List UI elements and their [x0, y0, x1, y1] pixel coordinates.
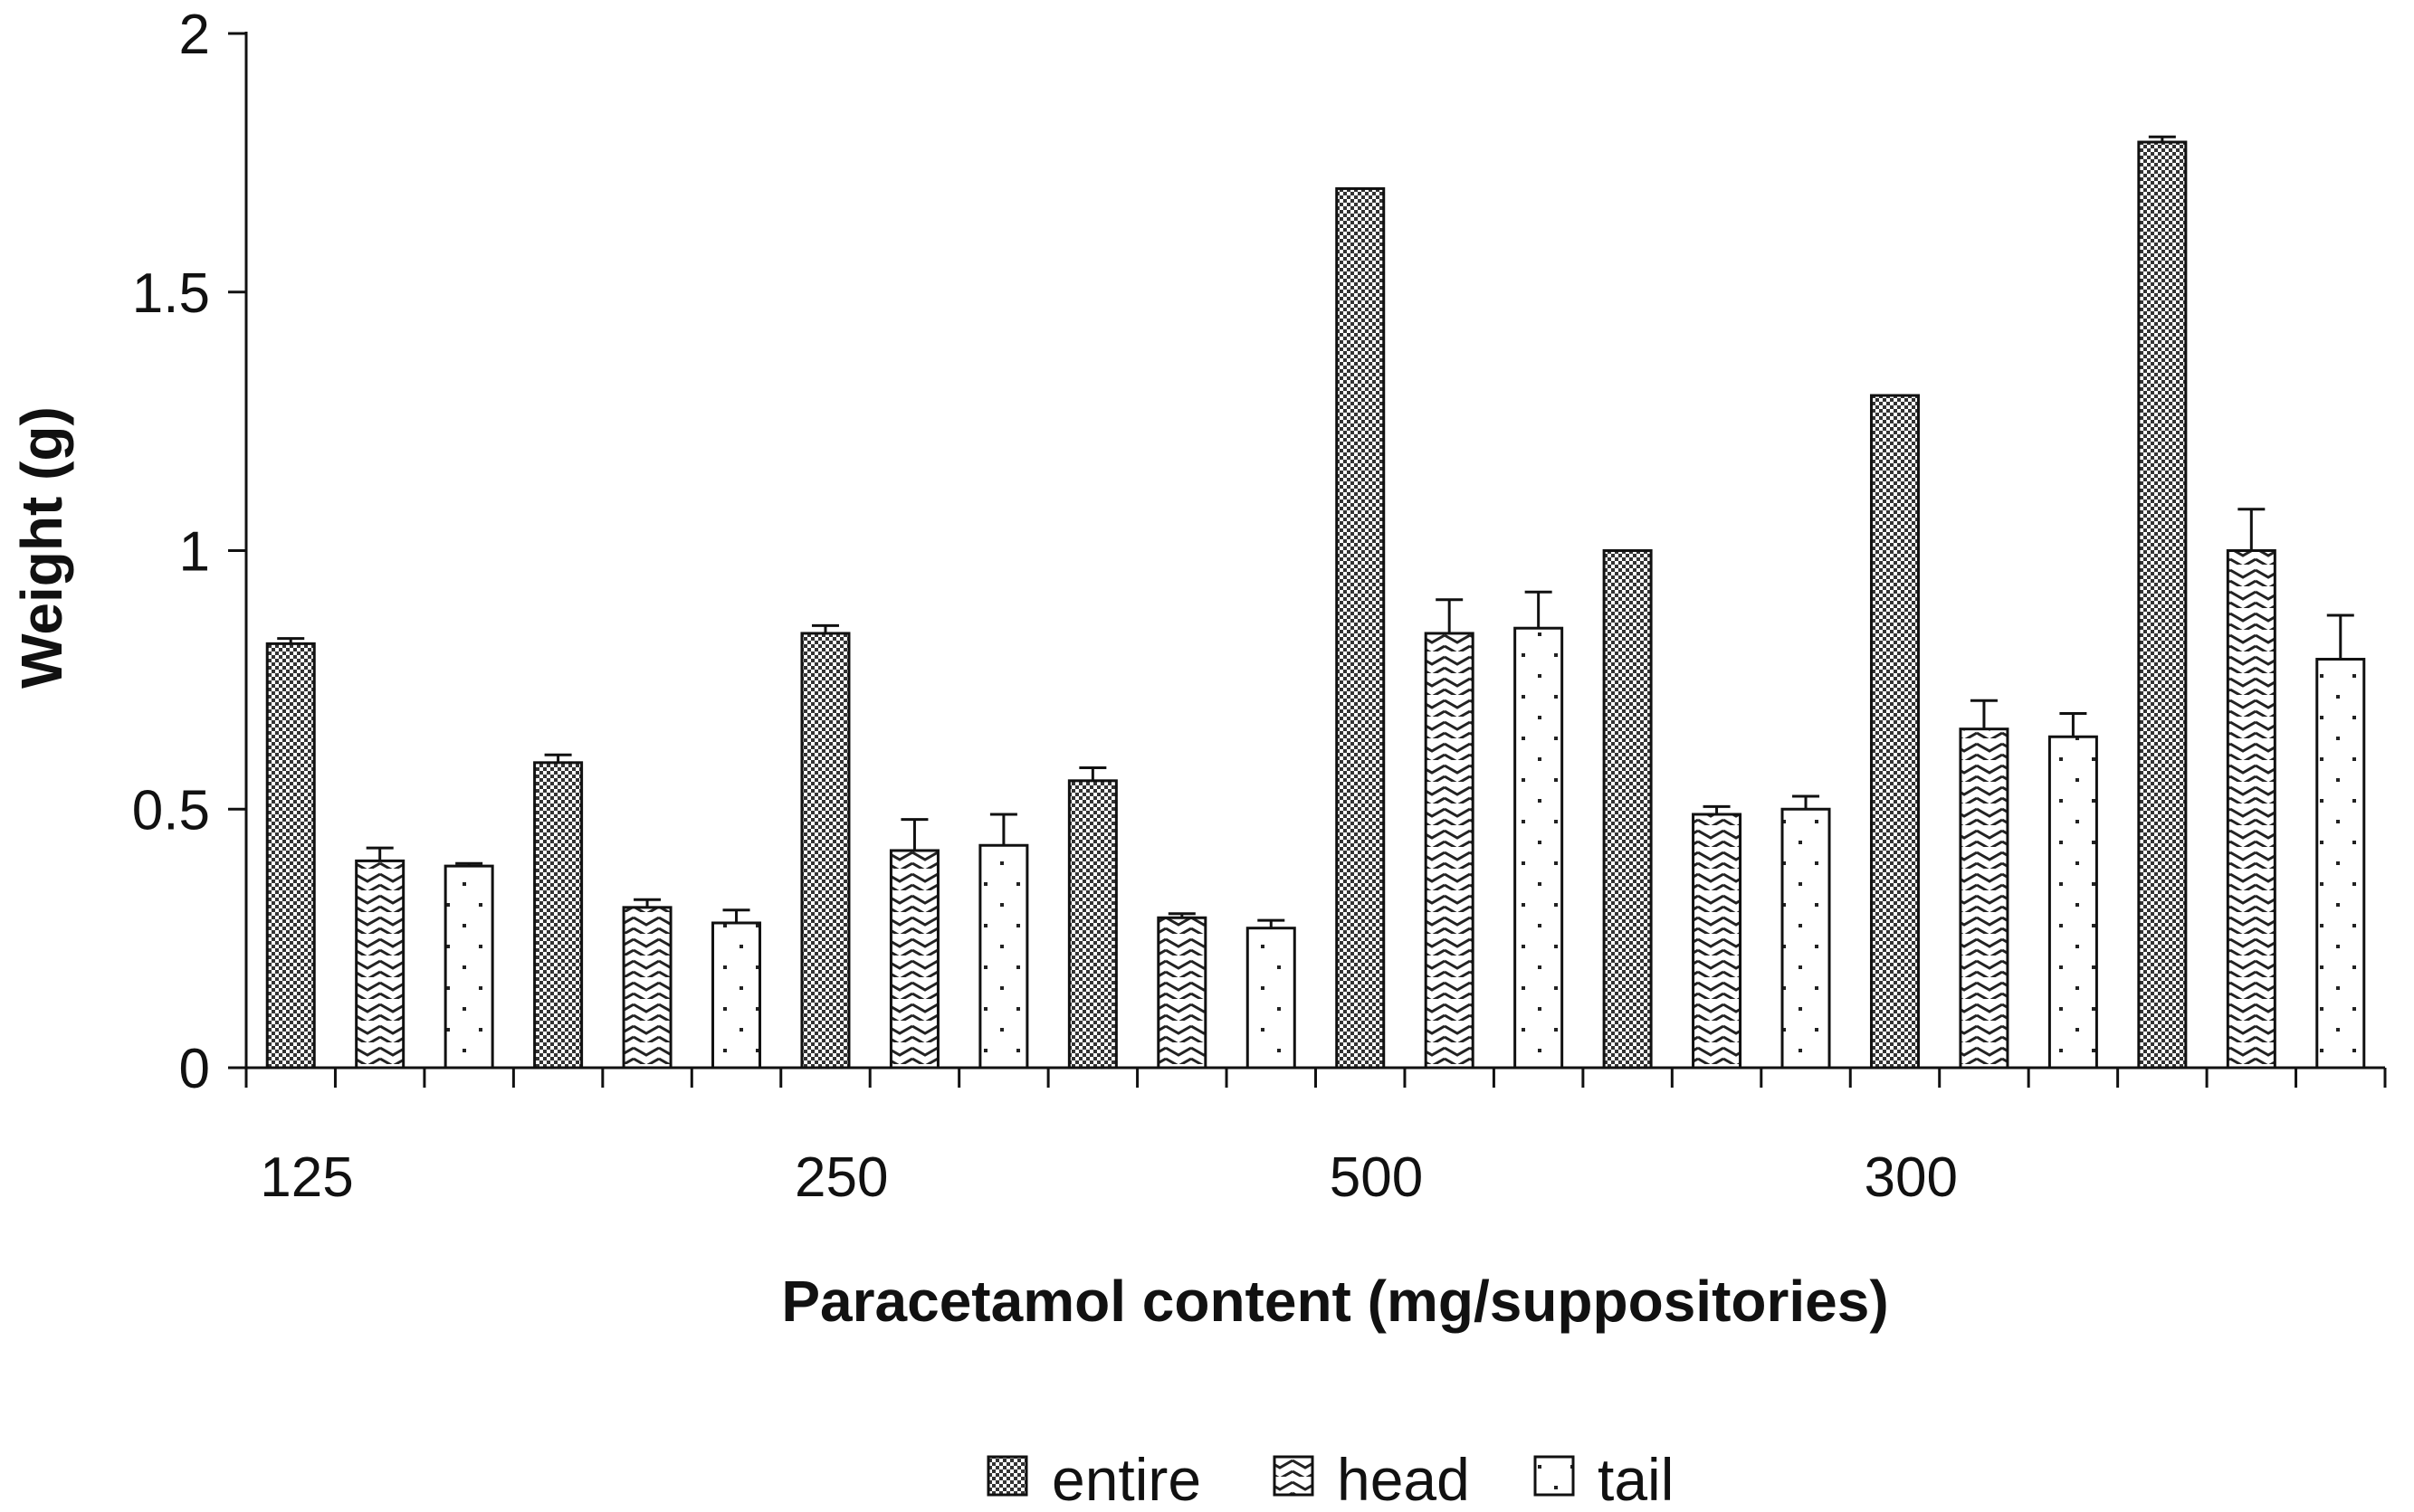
x-tick-label: 125 — [260, 1146, 353, 1209]
legend-swatch-head — [1273, 1455, 1314, 1497]
bar-tail — [444, 864, 494, 1070]
bar-head — [2226, 549, 2276, 1070]
legend-swatch-entire — [987, 1455, 1028, 1497]
bar-tail — [2315, 658, 2366, 1070]
bar-head — [1692, 813, 1742, 1070]
bar-entire — [2137, 140, 2188, 1070]
x-tick-label: 500 — [1330, 1146, 1423, 1209]
x-tick-label: 250 — [795, 1146, 888, 1209]
x-tick-label: 300 — [1865, 1146, 1958, 1209]
y-tick-label: 0 — [179, 1038, 210, 1100]
bar-head — [1959, 727, 2009, 1070]
bar-tail — [2047, 735, 2098, 1070]
bar-entire — [1602, 549, 1653, 1070]
bars — [265, 140, 2366, 1070]
bar-head — [1157, 916, 1207, 1070]
bar-tail — [978, 843, 1029, 1070]
bar-tail — [711, 921, 762, 1070]
bar-entire — [800, 632, 851, 1070]
legend: entire head tail — [987, 1446, 1674, 1512]
x-axis-title: Paracetamol content (mg/suppositories) — [781, 1269, 1888, 1334]
bar-entire — [1335, 186, 1386, 1070]
x-axis-ticks: 125 250 500 300 — [244, 1068, 2387, 1209]
bar-entire — [1067, 779, 1118, 1070]
y-tick-label: 2 — [179, 4, 210, 66]
y-axis-ticks: 0 0.5 1 1.5 2 — [132, 4, 246, 1100]
legend-label-tail: tail — [1598, 1446, 1674, 1512]
bar-entire — [1869, 394, 1920, 1070]
y-tick-label: 0.5 — [132, 779, 210, 842]
bar-entire — [533, 761, 584, 1070]
bar-head — [355, 859, 406, 1070]
bar-tail — [1780, 807, 1831, 1070]
legend-label-entire: entire — [1052, 1446, 1201, 1512]
y-axis-title: Weight (g) — [9, 406, 74, 689]
y-tick-label: 1.5 — [132, 262, 210, 325]
bar-tail — [1513, 626, 1564, 1070]
y-tick-label: 1 — [179, 521, 210, 584]
bar-tail — [1245, 927, 1296, 1070]
bar-head — [622, 906, 673, 1070]
error-bars — [277, 135, 2354, 928]
bar-entire — [265, 642, 316, 1070]
legend-swatch-tail — [1533, 1455, 1575, 1497]
legend-label-head: head — [1337, 1446, 1470, 1512]
bar-head — [889, 849, 940, 1070]
bar-head — [1424, 632, 1474, 1070]
